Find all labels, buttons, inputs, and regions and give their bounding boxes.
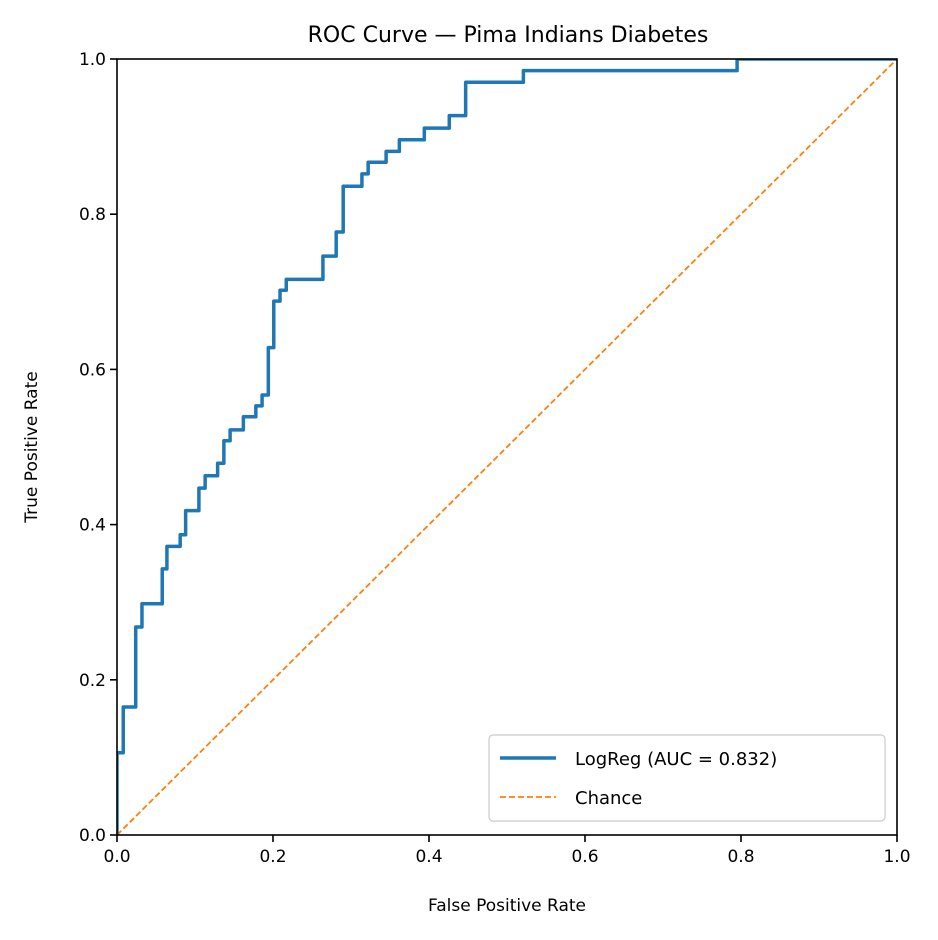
y-tick-label: 0.6 [79,360,106,380]
legend: LogReg (AUC = 0.832) Chance [488,734,886,822]
series-line-chance [117,59,897,835]
legend-label-logreg: LogReg (AUC = 0.832) [575,749,777,770]
y-tick-label: 1.0 [79,50,106,70]
y-tick-label: 0.0 [79,826,106,846]
x-tick-label: 1.0 [883,847,910,867]
plot-area [116,58,898,836]
x-tick-label: 0.0 [103,847,130,867]
chart-title: ROC Curve — Pima Indians Diabetes [308,23,709,48]
x-tick-label: 0.4 [415,847,442,867]
y-tick-label: 0.2 [79,671,106,691]
axes-frame [116,58,898,836]
y-tick-label: 0.8 [79,205,106,225]
x-tick-label: 0.8 [727,847,754,867]
x-axis-label: False Positive Rate [428,896,586,916]
x-tick-label: 0.6 [571,847,598,867]
series-line-logreg [117,59,897,835]
y-axis-label: True Positive Rate [22,371,42,523]
legend-label-chance: Chance [575,788,642,809]
y-tick-label: 0.4 [79,516,106,536]
axis-ticks: 0.0 0.2 0.4 0.6 0.8 1.0 0.0 0.2 0.4 0.6 0.8 1.0 [79,50,911,867]
legend-box [488,734,886,822]
x-tick-label: 0.2 [259,847,286,867]
